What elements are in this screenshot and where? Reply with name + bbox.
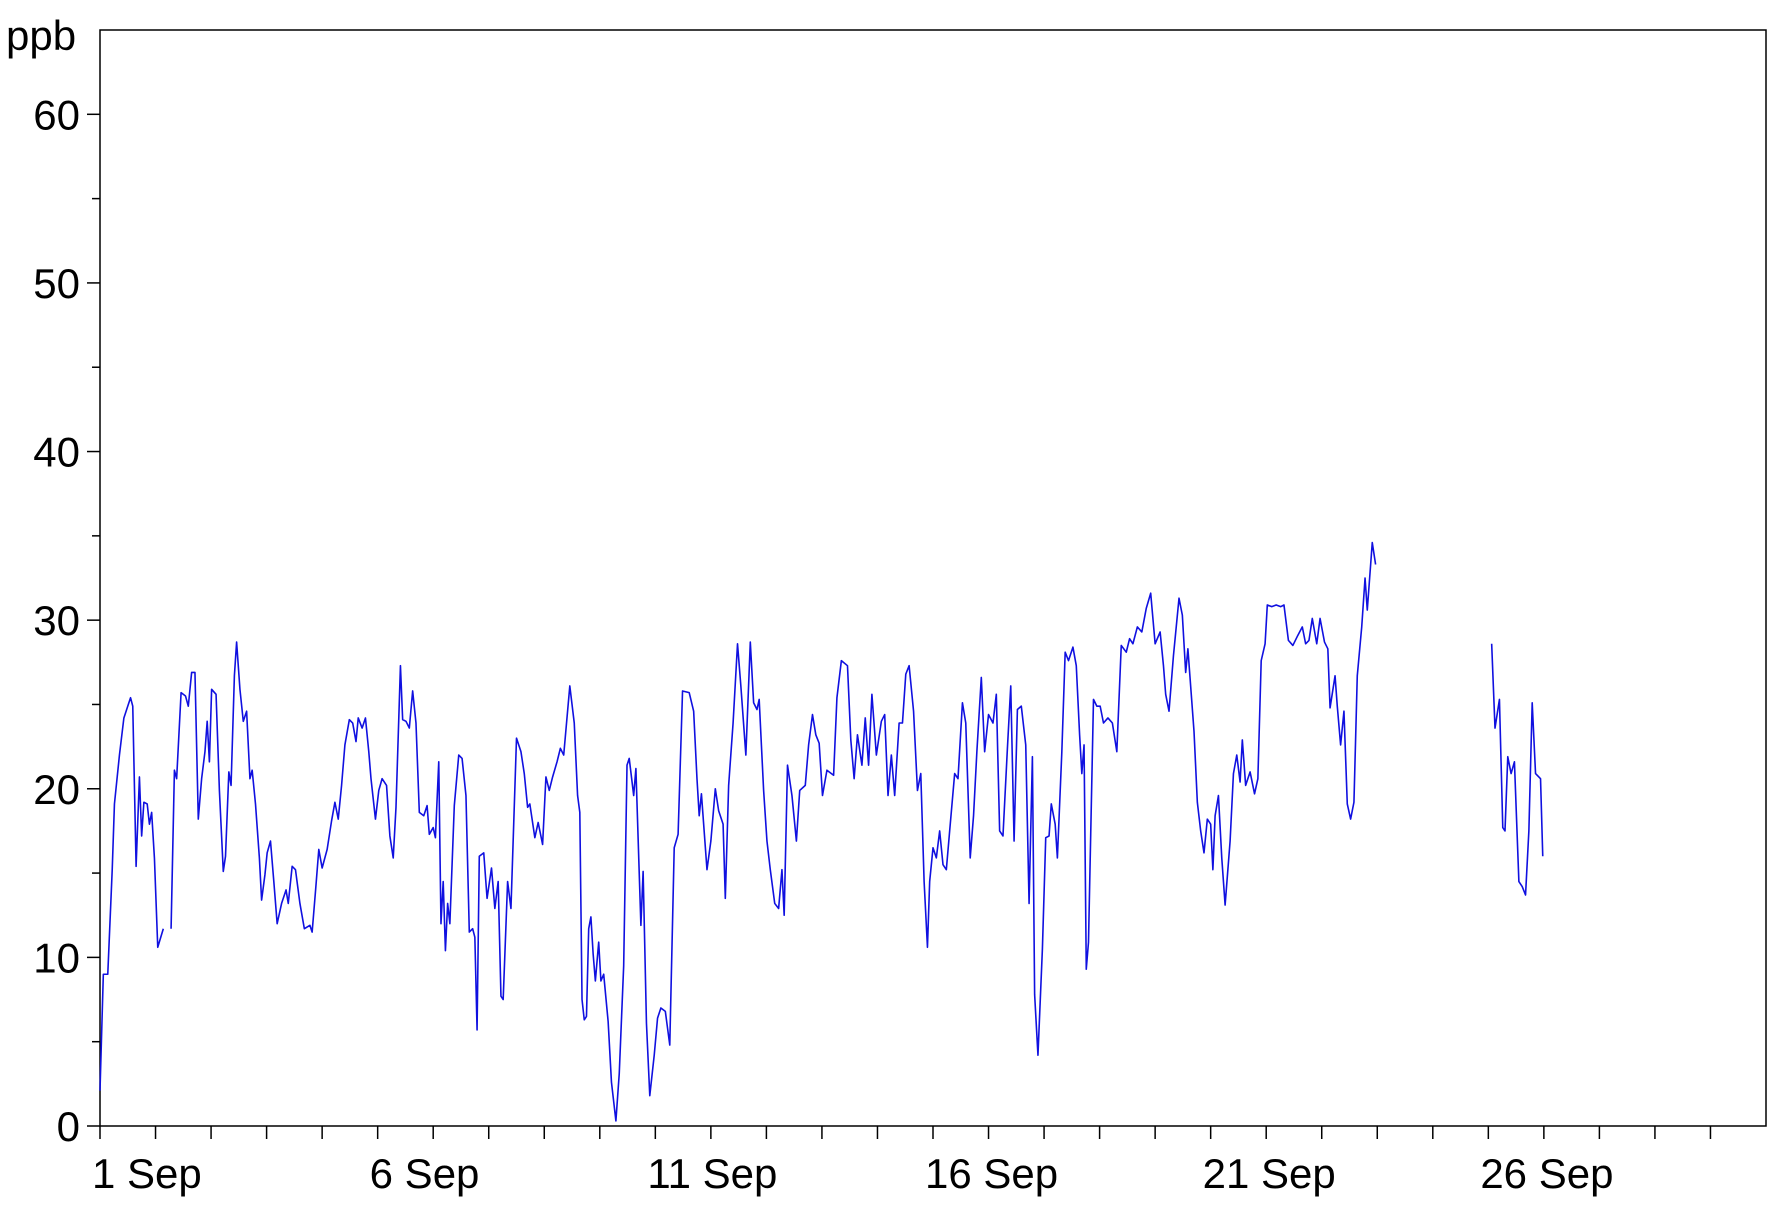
x-tick-label: 21 Sep — [1203, 1150, 1336, 1197]
y-tick-label: 20 — [33, 766, 80, 813]
y-tick-label: 30 — [33, 597, 80, 644]
x-tick-label: 11 Sep — [647, 1150, 777, 1197]
x-tick-label: 6 Sep — [370, 1150, 480, 1197]
y-tick-label: 0 — [57, 1103, 80, 1150]
y-axis-label: ppb — [6, 12, 76, 59]
data-line — [99, 541, 1544, 1122]
x-tick-label: 26 Sep — [1480, 1150, 1613, 1197]
y-tick-label: 40 — [33, 429, 80, 476]
y-tick-label: 50 — [33, 260, 80, 307]
x-tick-label: 1 Sep — [92, 1150, 202, 1197]
y-tick-label: 10 — [33, 934, 80, 981]
x-tick-label: 16 Sep — [925, 1150, 1058, 1197]
plot-frame — [99, 29, 1767, 1127]
y-tick-label: 60 — [33, 91, 80, 138]
